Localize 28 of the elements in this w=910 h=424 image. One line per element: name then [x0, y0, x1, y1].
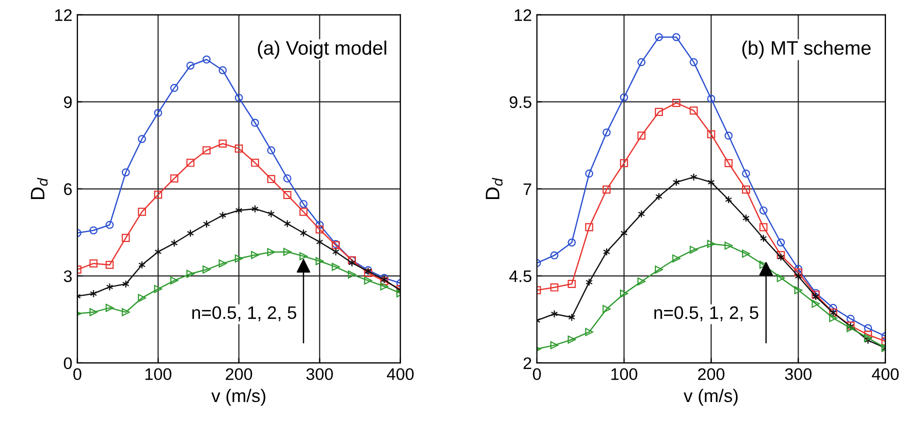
x-tick-label: 400	[386, 368, 414, 380]
y-tick-label: 0	[64, 357, 72, 370]
y-tick-label: 9.5	[510, 96, 532, 108]
x-tick-label: 200	[226, 368, 252, 380]
y-tick-label: 9	[64, 96, 72, 108]
annotation: n=0.5, 1, 2, 5	[192, 306, 296, 322]
x-tick-label: 300	[785, 368, 812, 380]
x-tick-label: 0	[73, 368, 82, 380]
x-axis-title: v (m/s)	[684, 388, 738, 406]
y-tick-label: 4.5	[509, 270, 532, 282]
y-tick-label: 7	[524, 183, 532, 195]
y-tick-label: 12	[55, 9, 72, 21]
x-axis-title: v (m/s)	[211, 388, 266, 406]
annotation: (b) MT scheme	[742, 40, 871, 59]
y-axis-title: D$_{d}$	[486, 178, 503, 200]
y-tick-label: 2	[524, 357, 532, 369]
y-tick-label: 6	[64, 183, 72, 196]
x-tick-label: 400	[872, 368, 899, 380]
annotation: n=0.5, 1, 2, 5	[654, 306, 758, 322]
x-tick-label: 200	[698, 368, 724, 380]
x-tick-label: 100	[611, 368, 638, 380]
x-tick-label: 0	[532, 368, 541, 380]
annotation: (a) Voigt model	[258, 40, 386, 59]
x-tick-label: 100	[145, 368, 172, 380]
y-axis-title: D$_{d}$	[30, 178, 48, 200]
y-tick-label: 12	[514, 9, 532, 21]
x-tick-label: 300	[306, 368, 333, 380]
y-tick-label: 3	[64, 270, 72, 282]
